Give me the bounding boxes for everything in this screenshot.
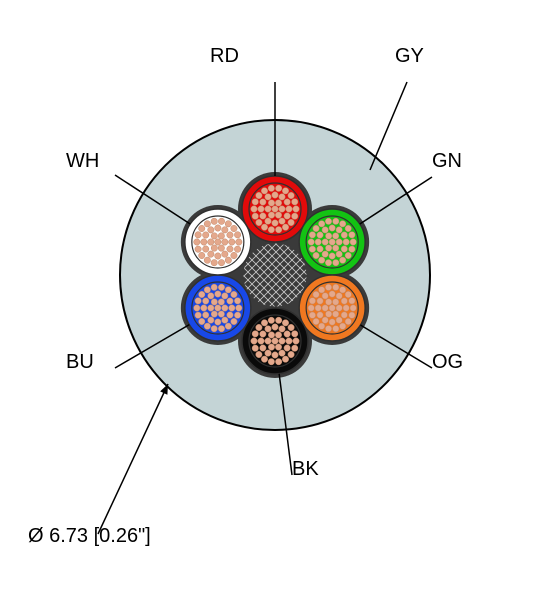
wire-gn xyxy=(299,209,365,275)
wire-rd xyxy=(242,176,308,242)
label-og: OG xyxy=(432,351,463,373)
label-gn: GN xyxy=(432,150,462,172)
cable-cross-section-diagram: RD GN OG BK BU WH GY Ø 6.73 [0.26"] xyxy=(0,0,549,590)
leader-line xyxy=(370,82,407,170)
label-rd: RD xyxy=(210,45,239,67)
label-dimension: Ø 6.73 [0.26"] xyxy=(28,525,151,547)
wire-bu xyxy=(185,275,251,341)
label-wh: WH xyxy=(66,150,99,172)
diagram-svg: RD GN OG BK BU WH GY Ø 6.73 [0.26"] xyxy=(0,0,549,590)
label-bk: BK xyxy=(292,458,319,480)
label-bu: BU xyxy=(66,351,94,373)
label-gy: GY xyxy=(395,45,424,67)
wire-wh xyxy=(185,209,251,275)
wire-bk xyxy=(242,308,308,374)
center-filler xyxy=(243,243,307,307)
wire-og xyxy=(299,275,365,341)
arrowhead xyxy=(160,384,168,395)
dimension-leader xyxy=(98,384,168,534)
